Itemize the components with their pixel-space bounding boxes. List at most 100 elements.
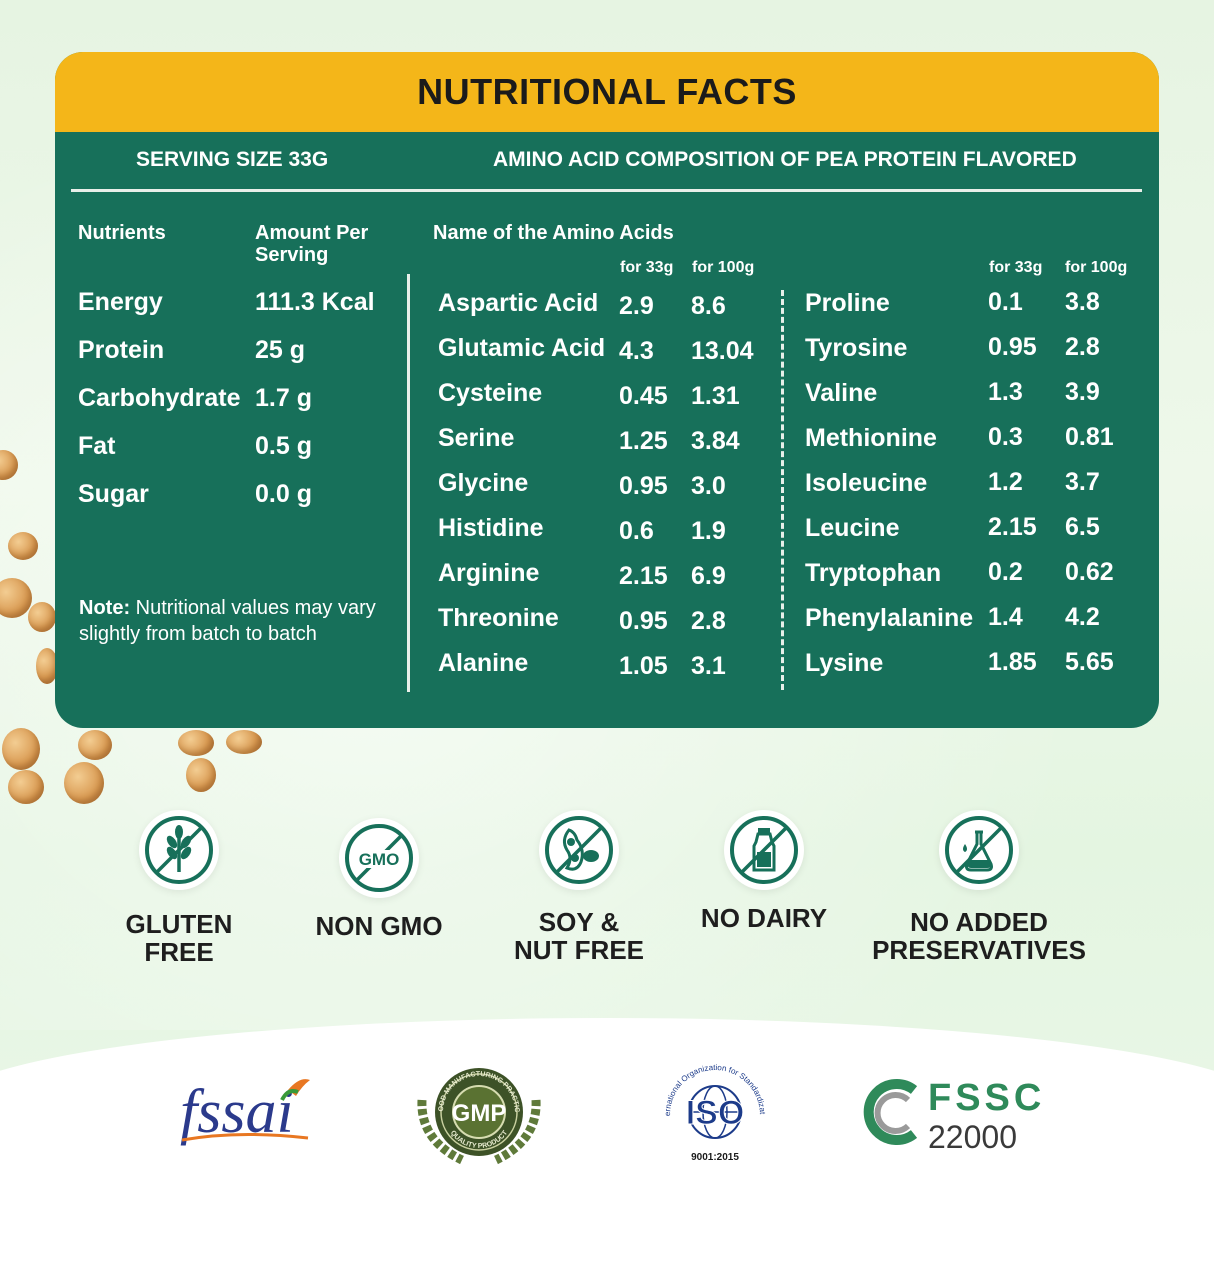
amino-name: Leucine xyxy=(805,514,900,542)
nutrient-amount: 1.7 g xyxy=(255,384,312,412)
col-100g-header: for 100g xyxy=(692,259,755,276)
amino-name: Arginine xyxy=(438,559,540,587)
badge-label: NO DAIRY xyxy=(700,903,828,933)
amount-header: Amount Per Serving xyxy=(255,222,369,266)
badge-label-line: NUT FREE xyxy=(514,935,644,965)
amino-name-header: Name of the Amino Acids xyxy=(433,222,674,244)
amino-100g: 6.5 xyxy=(1065,513,1100,541)
amino-name: Cysteine xyxy=(438,379,543,407)
amino-33g: 2.15 xyxy=(988,513,1037,541)
chickpea-decoration xyxy=(186,758,216,792)
amino-33g: 0.2 xyxy=(988,558,1023,586)
amino-33g: 0.95 xyxy=(619,607,668,635)
soy-nut-icon xyxy=(539,810,619,890)
amino-33g: 1.25 xyxy=(619,427,668,455)
gmo-icon: GMO xyxy=(339,818,419,898)
amino-100g: 1.9 xyxy=(691,517,726,545)
chickpea-decoration xyxy=(178,730,214,756)
nutrient-name: Carbohydrate xyxy=(78,384,241,412)
nutrient-name: Energy xyxy=(78,288,163,316)
amino-100g: 3.8 xyxy=(1065,288,1100,316)
amino-33g: 0.3 xyxy=(988,423,1023,451)
gmp-logo: GMP GOOD MANUFACTURING PRACTICE QUALITY … xyxy=(409,1055,546,1166)
badge-label: NON GMO xyxy=(315,911,443,941)
badge-label-line: FREE xyxy=(144,937,214,967)
chickpea-decoration xyxy=(0,450,18,480)
nutrient-amount: 111.3 Kcal xyxy=(255,288,375,316)
iso-center-text: ISO xyxy=(686,1094,745,1132)
gmo-icon-text: GMO xyxy=(359,850,400,869)
chickpea-decoration xyxy=(0,578,32,618)
amino-name: Phenylalanine xyxy=(805,604,974,632)
badge-no-dairy: NO DAIRY xyxy=(654,810,874,932)
card-title: NUTRITIONAL FACTS xyxy=(417,71,797,112)
chickpea-decoration xyxy=(8,770,44,804)
amino-100g: 3.84 xyxy=(691,427,740,455)
nutrition-card: NUTRITIONAL FACTS SERVING SIZE 33G AMINO… xyxy=(55,52,1159,728)
iso-code: 9001:2015 xyxy=(691,1152,739,1163)
amino-33g: 1.85 xyxy=(988,648,1037,676)
amino-name: Methionine xyxy=(805,424,937,452)
amino-100g: 3.9 xyxy=(1065,378,1100,406)
nutrient-name: Protein xyxy=(78,336,165,364)
amino-33g: 0.1 xyxy=(988,288,1023,316)
chickpea-decoration xyxy=(2,728,40,770)
amino-100g: 1.31 xyxy=(691,382,740,410)
amino-33g: 0.6 xyxy=(619,517,654,545)
amino-100g: 2.8 xyxy=(1065,333,1100,361)
badge-non-gmo: GMO NON GMO xyxy=(269,818,489,940)
amino-title: AMINO ACID COMPOSITION OF PEA PROTEIN FL… xyxy=(493,148,1077,171)
amino-100g: 8.6 xyxy=(691,292,726,320)
amino-name: Isoleucine xyxy=(805,469,928,497)
note-text: Nutritional values may vary slightly fro… xyxy=(79,597,376,645)
badge-soy-nut-free: SOY & NUT FREE xyxy=(469,810,689,964)
badge-label: NO ADDED PRESERVATIVES xyxy=(869,908,1089,964)
amino-100g: 3.7 xyxy=(1065,468,1100,496)
amino-33g: 4.3 xyxy=(619,337,654,365)
amino-100g: 13.04 xyxy=(691,337,754,365)
amino-33g: 0.45 xyxy=(619,382,668,410)
col-100g-header: for 100g xyxy=(1065,259,1128,276)
amino-33g: 2.15 xyxy=(619,562,668,590)
gmp-center-text: GMP xyxy=(452,1100,507,1127)
column-divider xyxy=(407,274,410,692)
badge-label-line: GLUTEN xyxy=(125,909,233,939)
col-33g-header: for 33g xyxy=(620,259,674,276)
amino-name: Valine xyxy=(805,379,878,407)
amino-name: Tryptophan xyxy=(805,559,942,587)
chickpea-decoration xyxy=(36,648,58,684)
iso-logo: International Organization for Standardi… xyxy=(658,1053,770,1170)
amino-100g: 2.8 xyxy=(691,607,726,635)
amino-name: Glutamic Acid xyxy=(438,334,606,362)
nutrient-amount: 0.0 g xyxy=(255,480,312,508)
amino-name: Serine xyxy=(438,424,515,452)
chickpea-decoration xyxy=(64,762,104,804)
amino-33g: 2.9 xyxy=(619,292,654,320)
wheat-icon xyxy=(139,810,219,890)
amino-name: Histidine xyxy=(438,514,544,542)
amino-name: Proline xyxy=(805,289,890,317)
amino-name: Tyrosine xyxy=(805,334,908,362)
serving-size: SERVING SIZE 33G xyxy=(136,148,329,171)
dashed-divider xyxy=(781,290,784,690)
nutrient-amount: 0.5 g xyxy=(255,432,312,460)
header-divider xyxy=(71,189,1142,192)
amino-100g: 3.0 xyxy=(691,472,726,500)
amino-100g: 3.1 xyxy=(691,652,726,680)
amino-33g: 1.4 xyxy=(988,603,1023,631)
chickpea-decoration xyxy=(78,730,112,760)
fssc-number: 22000 xyxy=(928,1119,1017,1155)
milk-bottle-icon xyxy=(724,810,804,890)
flask-icon xyxy=(939,810,1019,890)
nutrients-header: Nutrients xyxy=(78,222,166,244)
amino-name: Lysine xyxy=(805,649,884,677)
badge-label: SOY & NUT FREE xyxy=(469,908,689,964)
col-33g-header: for 33g xyxy=(989,259,1043,276)
amino-100g: 0.81 xyxy=(1065,423,1114,451)
badge-label: GLUTEN FREE xyxy=(69,910,289,966)
chickpea-decoration xyxy=(28,602,56,632)
amino-33g: 1.2 xyxy=(988,468,1023,496)
amino-33g: 0.95 xyxy=(619,472,668,500)
badge-label-line: SOY & xyxy=(538,907,620,937)
amino-100g: 4.2 xyxy=(1065,603,1100,631)
